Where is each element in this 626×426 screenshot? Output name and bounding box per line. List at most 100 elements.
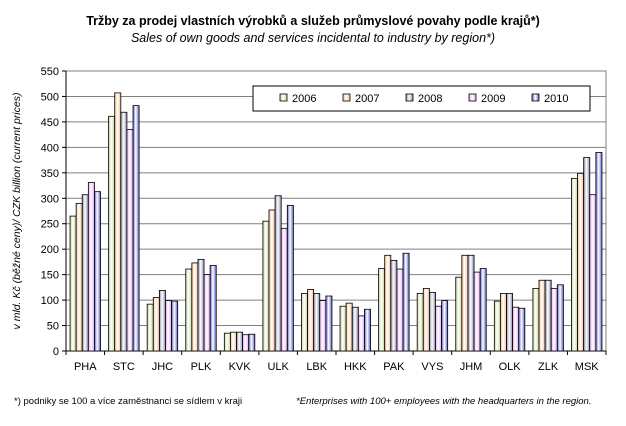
y-tick-label: 450 xyxy=(41,117,59,129)
x-tick-label: STC xyxy=(113,361,135,373)
bar-2010-ZLK xyxy=(556,284,564,352)
legend-swatch-2007 xyxy=(342,93,351,102)
bar-2009-PAK xyxy=(396,268,404,352)
bar-2006-PLK xyxy=(185,268,193,352)
x-tick-label: PAK xyxy=(383,361,405,373)
bar-2009-VYS xyxy=(435,305,442,352)
bar-2007-PHA xyxy=(75,202,83,352)
bar-2009-ULK xyxy=(280,227,288,352)
bar-2008-ZLK xyxy=(544,279,552,352)
legend-swatch-2010 xyxy=(531,93,540,102)
x-tick-label: ULK xyxy=(267,361,289,373)
bar-2008-MSK xyxy=(583,157,591,352)
bar-2008-OLK xyxy=(506,293,514,352)
bar-2010-JHM xyxy=(479,268,487,352)
bar-2008-PHA xyxy=(81,194,89,352)
y-tick-label: 250 xyxy=(41,219,59,231)
x-tick-label: KVK xyxy=(229,361,252,373)
x-tick-label: PLK xyxy=(191,361,212,373)
y-tick-label: 50 xyxy=(47,321,59,333)
bar-2008-JHC xyxy=(158,290,166,352)
bar-2006-STC xyxy=(108,115,116,352)
bar-2008-PAK xyxy=(390,259,398,352)
bar-2010-LBK xyxy=(325,295,333,352)
x-tick-label: HKK xyxy=(344,361,367,373)
bar-2009-PLK xyxy=(203,274,211,352)
bar-2007-OLK xyxy=(500,293,507,352)
bar-2006-KVK xyxy=(223,332,231,352)
bar-2010-JHC xyxy=(171,300,179,352)
bar-2006-ZLK xyxy=(532,287,540,352)
bar-2009-STC xyxy=(126,129,134,352)
bar-2006-JHM xyxy=(455,276,463,352)
bar-2006-LBK xyxy=(301,293,308,352)
x-tick-label: OLK xyxy=(499,361,522,373)
legend-label: 2010 xyxy=(544,93,568,105)
footnote-cz: *) podniky se 100 a více zaměstnanci se … xyxy=(14,396,243,407)
bar-2007-MSK xyxy=(577,172,585,352)
bar-2007-ZLK xyxy=(538,279,546,352)
bar-2008-STC xyxy=(120,111,128,352)
bar-2009-HKK xyxy=(357,315,365,352)
bar-2008-LBK xyxy=(313,293,321,352)
x-tick-label: JHC xyxy=(152,361,173,373)
bar-2009-ZLK xyxy=(550,287,558,352)
bar-2010-HKK xyxy=(364,308,371,352)
bar-2009-KVK xyxy=(242,334,250,352)
x-tick-label: ZLK xyxy=(538,361,559,373)
y-tick-label: 300 xyxy=(41,193,59,205)
bar-2006-JHC xyxy=(146,303,154,352)
legend-label: 2006 xyxy=(292,93,316,105)
legend-swatch-2006 xyxy=(279,93,288,102)
chart-subtitle: Sales of own goods and services incident… xyxy=(130,31,496,45)
legend-swatch-2009 xyxy=(468,93,477,102)
bar-2007-JHC xyxy=(152,297,160,352)
chart-title: Tržby za prodej vlastních výrobků a služ… xyxy=(86,14,540,28)
x-tick-label: PHA xyxy=(74,361,97,373)
bar-2010-MSK xyxy=(595,152,603,352)
bar-2010-STC xyxy=(132,105,140,352)
bar-2010-KVK xyxy=(248,333,256,352)
y-tick-label: 500 xyxy=(41,91,59,103)
bar-2007-HKK xyxy=(345,302,353,352)
bar-2009-OLK xyxy=(512,306,520,352)
bar-2006-ULK xyxy=(262,220,270,352)
bar-2006-HKK xyxy=(339,305,347,352)
bar-2006-PHA xyxy=(69,215,77,352)
y-tick-label: 400 xyxy=(41,142,59,154)
bar-2007-PLK xyxy=(191,262,199,352)
bar-2010-VYS xyxy=(441,300,449,352)
y-axis-label: v mld. Kč (běžné ceny)/ CZK billion (cur… xyxy=(11,93,23,330)
bar-2007-PAK xyxy=(384,254,392,352)
bar-2010-PHA xyxy=(94,191,101,352)
bar-2007-VYS xyxy=(422,287,430,352)
bar-2007-ULK xyxy=(268,209,276,352)
bar-2009-LBK xyxy=(319,300,327,352)
bar-2006-VYS xyxy=(416,293,424,352)
y-tick-label: 200 xyxy=(41,244,59,256)
legend-label: 2007 xyxy=(355,93,379,105)
y-tick-label: 150 xyxy=(41,270,59,282)
bar-2010-OLK xyxy=(518,307,526,352)
bar-2008-HKK xyxy=(351,306,359,352)
y-tick-label: 0 xyxy=(53,346,59,358)
bar-2007-STC xyxy=(114,92,122,352)
x-tick-label: MSK xyxy=(575,361,600,373)
bar-2007-JHM xyxy=(461,254,469,352)
bar-2006-MSK xyxy=(571,178,578,352)
y-tick-label: 550 xyxy=(41,66,59,78)
x-tick-label: VYS xyxy=(421,361,443,373)
bar-2010-ULK xyxy=(286,204,294,352)
x-tick-label: LBK xyxy=(306,361,327,373)
legend-label: 2008 xyxy=(418,93,442,105)
bar-2009-JHM xyxy=(473,271,481,352)
bar-2006-OLK xyxy=(493,300,501,352)
footnote-en: *Enterprises with 100+ employees with th… xyxy=(296,396,592,407)
x-tick-label: JHM xyxy=(460,361,483,373)
y-tick-label: 100 xyxy=(41,295,59,307)
bar-2008-ULK xyxy=(274,195,282,352)
y-tick-label: 350 xyxy=(41,168,59,180)
bar-2007-KVK xyxy=(230,331,237,352)
